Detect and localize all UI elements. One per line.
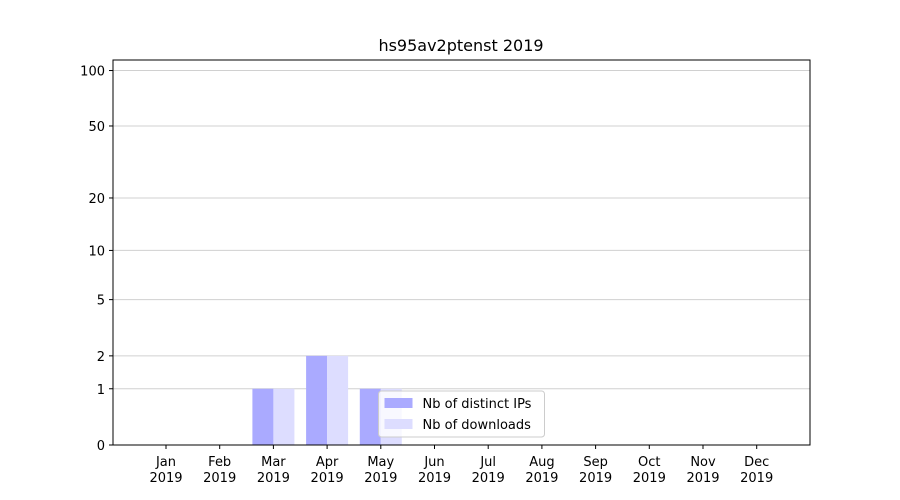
x-tick-label: Jan 2019: [149, 455, 182, 486]
x-tick-label: Jun 2019: [418, 455, 451, 486]
legend-box: [378, 390, 545, 438]
x-tick-label: Mar 2019: [257, 455, 290, 486]
legend-swatch: [384, 398, 413, 408]
y-tick-label: 10: [88, 244, 105, 259]
y-tick-label: 100: [80, 65, 105, 80]
y-tick-label: 2: [97, 350, 105, 365]
y-tick-label: 1: [97, 383, 105, 398]
y-tick-label: 0: [97, 439, 105, 454]
x-tick-label: Aug 2019: [525, 455, 558, 486]
bar: [327, 355, 349, 445]
y-tick-label: 20: [88, 192, 105, 207]
legend-swatch: [384, 419, 413, 429]
bar: [306, 355, 328, 445]
x-tick-label: Apr 2019: [311, 455, 344, 486]
x-tick-label: Jul 2019: [472, 455, 505, 486]
bar: [359, 388, 381, 445]
x-tick-label: Sep 2019: [579, 455, 612, 486]
bar: [252, 388, 274, 445]
x-tick-label: Dec 2019: [740, 455, 773, 486]
legend: Nb of distinct IPs Nb of downloads: [378, 390, 545, 438]
bar: [273, 388, 295, 445]
plot-frame: [112, 59, 811, 446]
y-tick-label: 5: [97, 294, 105, 309]
legend-label: Nb of distinct IPs: [423, 397, 532, 412]
legend-label: Nb of downloads: [423, 418, 532, 433]
chart-title: hs95av2ptenst 2019: [378, 36, 543, 55]
x-tick-label: May 2019: [364, 455, 397, 486]
y-tick-label: 50: [88, 120, 105, 135]
x-tick-label: Nov 2019: [686, 455, 719, 486]
x-tick-label: Oct 2019: [633, 455, 666, 486]
x-tick-label: Feb 2019: [203, 455, 236, 486]
